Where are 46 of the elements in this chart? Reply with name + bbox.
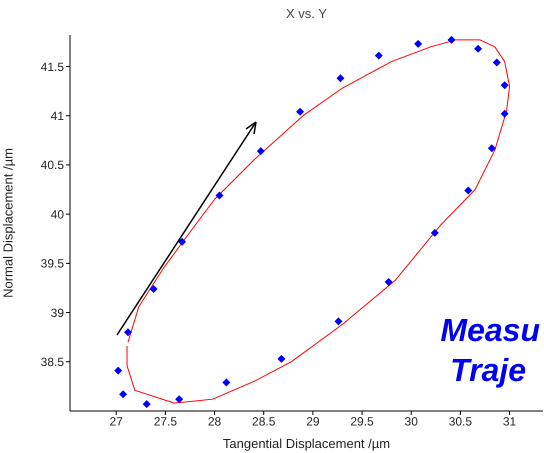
x-tick-label: 27.5 [154,414,178,429]
x-tick-label: 29 [306,414,320,429]
point [256,147,265,156]
point [384,278,393,286]
annotation: Measu [440,311,540,350]
point [296,108,304,116]
y-tick-label: 40.5 [40,158,64,172]
x-tick-label: 28.5 [252,414,276,429]
x-tick-label: 28 [208,414,222,429]
point [492,58,501,67]
point [222,378,230,386]
x-tick-label: 27 [110,414,124,429]
point [448,36,456,44]
x-axis-title: Tangential Displacement /µm [222,436,390,451]
point [150,284,158,293]
annotation: Traje [449,351,526,390]
point [178,238,186,246]
point [430,228,439,237]
point [500,81,509,90]
y-tick-label: 41.5 [40,60,64,74]
x-tick-label: 30 [404,414,418,429]
y-tick-label: 39.5 [40,256,64,271]
x-tick-label: 31 [502,414,517,429]
y-tick-label: 38.5 [40,355,64,370]
point [500,110,509,118]
point [334,317,342,326]
y-axis-title: Normal Displacement /µm [0,148,16,298]
x-tick-label: 30.5 [448,414,472,429]
point [175,395,184,404]
point [488,144,496,152]
y-tick-label: 39 [50,306,64,320]
point [336,74,344,82]
point [474,44,482,53]
point [464,186,472,195]
point [374,52,383,60]
point [414,40,422,48]
y-tick-label: 41 [50,108,64,123]
chart-title: X vs. Y [285,6,328,21]
point [215,191,224,200]
y-tick-label: 40 [50,207,64,222]
point [119,390,128,398]
point [277,354,286,363]
point [124,328,132,336]
point [142,400,151,408]
point [114,366,122,375]
x-tick-label: 29.5 [350,414,374,429]
